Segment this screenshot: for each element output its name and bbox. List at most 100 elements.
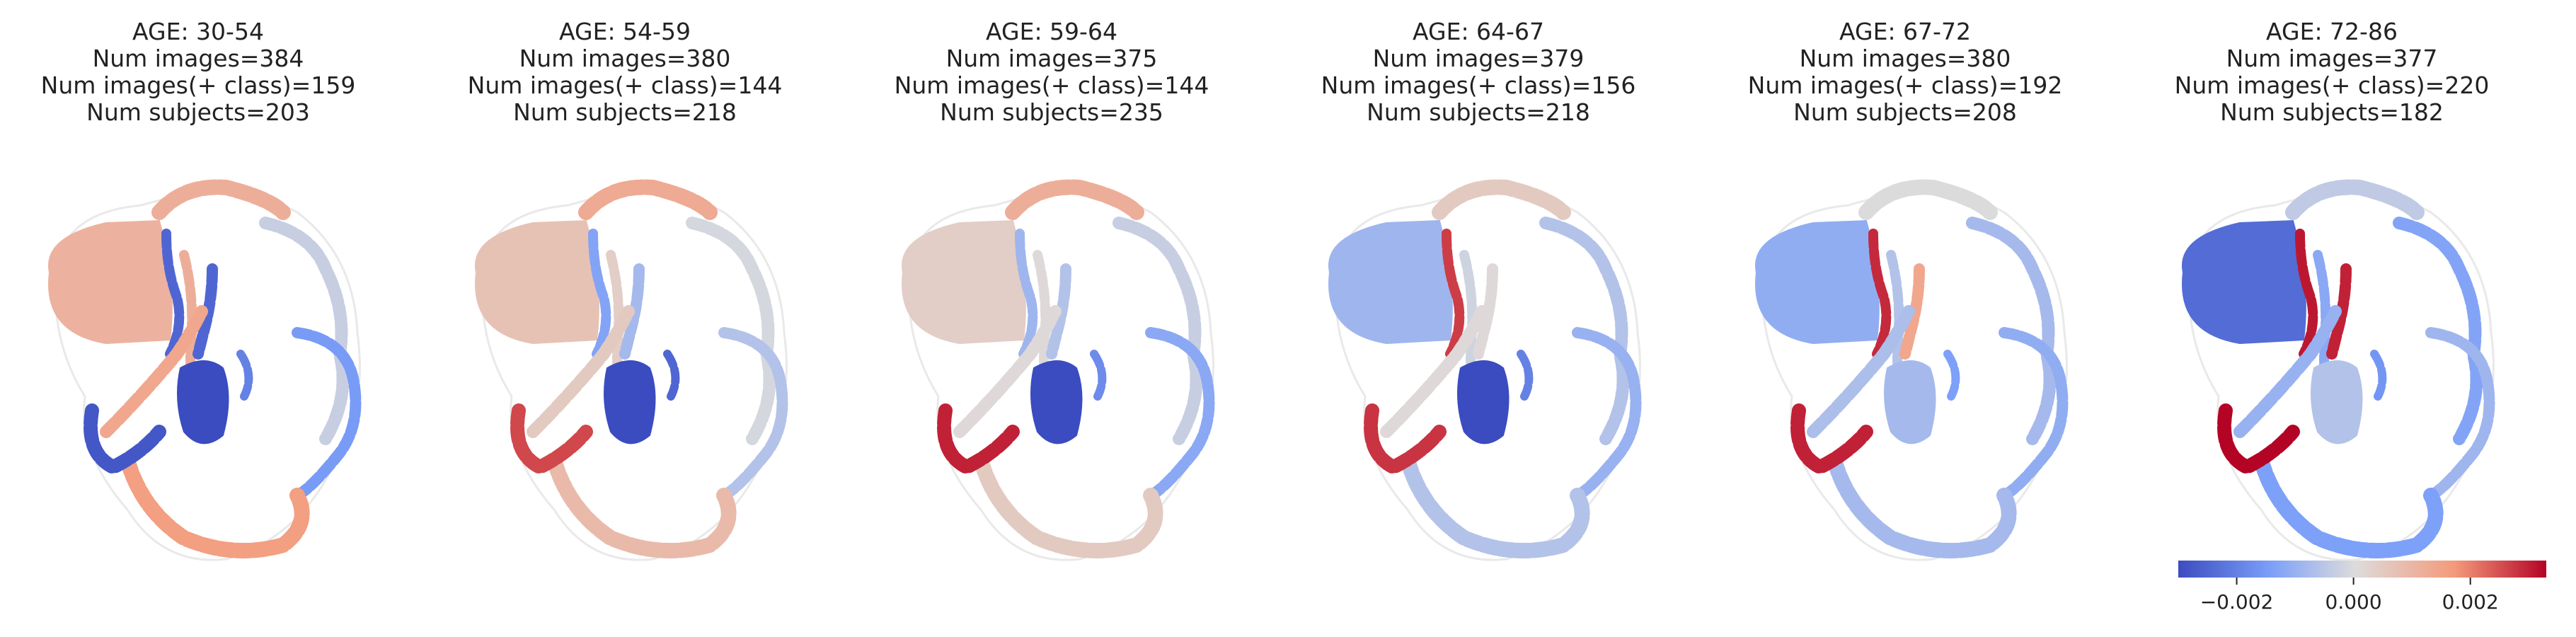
region-putamen (619, 263, 645, 360)
facet-title-line: Num subjects=235 (940, 98, 1163, 126)
region-occipital (1539, 217, 1630, 445)
region-occipital (1966, 217, 2057, 445)
facet-title-line: Num images(+ class)=144 (467, 71, 783, 99)
colorbar-gradient (2178, 561, 2546, 578)
region-insula (100, 305, 208, 438)
region-temporal (1827, 452, 2017, 558)
region-parietal (292, 327, 362, 501)
region-thalamus (1457, 360, 1510, 444)
region-cerebellum (475, 219, 599, 345)
region-occipital (686, 217, 776, 445)
region-ventricle (1943, 350, 1960, 401)
facet-title: AGE: 30-54 Num images=384 Num images(+ cla… (0, 18, 396, 126)
region-caudate (161, 229, 185, 359)
colorbar-tick-label: 0.000 (2325, 590, 2382, 614)
region-ventricle (1090, 350, 1107, 401)
facet-title-line: Num images=379 (1372, 45, 1585, 72)
region-occipital (2393, 217, 2483, 445)
facet-panel: AGE: 54-59 Num images=380 Num images(+ cla… (427, 0, 823, 637)
region-insula (953, 305, 1062, 438)
region-caudate (2295, 229, 2318, 359)
region-hippocampus (1364, 403, 1447, 476)
colorbar-tick-label: 0.002 (2442, 590, 2499, 614)
region-insula (1807, 305, 1915, 438)
region-frontal (151, 179, 291, 220)
region-caudate (588, 229, 611, 359)
region-cerebellum (48, 219, 173, 345)
region-hippocampus (937, 403, 1020, 476)
region-parietal (718, 327, 788, 501)
facet-title-line: Num images(+ class)=159 (40, 71, 356, 99)
region-thalamus (604, 360, 656, 444)
region-temporal (546, 452, 737, 558)
region-cerebellum (1328, 219, 1453, 345)
brain-slice-map (902, 179, 1215, 561)
region-temporal (973, 452, 1163, 558)
facet-title-line: Num images=384 (92, 45, 304, 72)
facet-title-line: Num images(+ class)=192 (1747, 71, 2063, 99)
region-caudate (1015, 229, 1038, 359)
region-insula (527, 305, 635, 438)
brain-slice-map (2182, 179, 2495, 561)
region-thalamus (1884, 360, 1936, 444)
region-hippocampus (2217, 403, 2300, 476)
region-parietal (1145, 327, 1215, 501)
facet-title-line: AGE: 59-64 (986, 18, 1117, 45)
region-occipital (259, 217, 350, 445)
brain-slice-map (48, 179, 362, 561)
region-thalamus (177, 360, 229, 444)
region-occipital (1112, 217, 1203, 445)
region-insula (1380, 305, 1488, 438)
region-temporal (1400, 452, 1590, 558)
facet-title-line: AGE: 54-59 (559, 18, 691, 45)
region-frontal (1858, 179, 1998, 220)
facet-title-line: Num images=377 (2226, 45, 2438, 72)
brain-slice-map (1328, 179, 1642, 561)
facet-title-line: Num images=380 (1799, 45, 2011, 72)
region-insula (2233, 305, 2342, 438)
region-thalamus (1030, 360, 1083, 444)
facet-panel: AGE: 59-64 Num images=375 Num images(+ cla… (853, 0, 1250, 637)
facet-panel: AGE: 72-86 Num images=377 Num images(+ cla… (2134, 0, 2530, 637)
region-temporal (2253, 452, 2444, 558)
facet-panel: AGE: 67-72 Num images=380 Num images(+ cla… (1707, 0, 2103, 637)
region-caudate (1442, 229, 1465, 359)
region-putamen (1473, 263, 1498, 360)
region-putamen (192, 263, 218, 360)
region-hippocampus (1790, 403, 1873, 476)
region-putamen (2326, 263, 2352, 360)
region-ventricle (2370, 350, 2387, 401)
facet-title-line: Num images=375 (945, 45, 1158, 72)
facet-title: AGE: 72-86 Num images=377 Num images(+ cla… (2134, 18, 2530, 126)
region-parietal (1999, 327, 2069, 501)
facet-title-line: Num subjects=203 (86, 98, 310, 126)
region-hippocampus (510, 403, 593, 476)
facet-title-line: Num images(+ class)=220 (2174, 71, 2490, 99)
facet-title: AGE: 67-72 Num images=380 Num images(+ cla… (1707, 18, 2103, 126)
region-parietal (1572, 327, 1642, 501)
region-frontal (578, 179, 718, 220)
facet-title-line: Num subjects=208 (1793, 98, 2017, 126)
facet-title-line: AGE: 72-86 (2266, 18, 2398, 45)
region-putamen (1899, 263, 1925, 360)
facet-title-line: AGE: 64-67 (1413, 18, 1544, 45)
colorbar: −0.002 0.000 0.002 (2178, 561, 2546, 614)
facet-panel: AGE: 64-67 Num images=379 Num images(+ cla… (1280, 0, 1677, 637)
region-parietal (2425, 327, 2495, 501)
facet-panel: AGE: 30-54 Num images=384 Num images(+ cla… (0, 0, 396, 637)
facet-title: AGE: 64-67 Num images=379 Num images(+ cla… (1280, 18, 1677, 126)
region-caudate (1868, 229, 1892, 359)
facet-title-line: AGE: 67-72 (1839, 18, 1971, 45)
facet-title-line: Num images(+ class)=156 (1321, 71, 1636, 99)
facet-title-line: Num images(+ class)=144 (894, 71, 1209, 99)
region-cerebellum (1755, 219, 1880, 345)
facet-title-line: Num subjects=218 (1367, 98, 1590, 126)
region-ventricle (236, 350, 253, 401)
brain-slice-map (475, 179, 788, 561)
facet-title-line: Num images=380 (519, 45, 731, 72)
region-cerebellum (2182, 219, 2306, 345)
region-temporal (120, 452, 310, 558)
region-frontal (2285, 179, 2425, 220)
facet-title-line: Num subjects=182 (2220, 98, 2444, 126)
facet-title: AGE: 54-59 Num images=380 Num images(+ cla… (427, 18, 823, 126)
